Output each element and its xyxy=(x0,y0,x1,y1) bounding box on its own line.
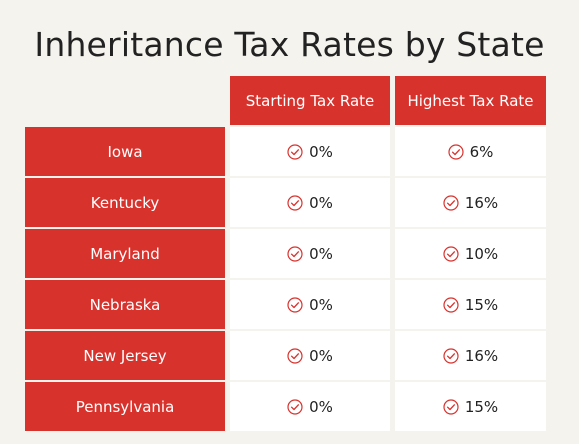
chart-title: Inheritance Tax Rates by State xyxy=(0,27,579,63)
table-row: Nebraska 0% 15% xyxy=(25,280,546,329)
starting-rate-cell: 0% xyxy=(230,229,390,278)
highest-rate-cell-text: 10% xyxy=(465,245,498,263)
starting-rate-cell: 0% xyxy=(230,382,390,431)
starting-rate-cell-text: 0% xyxy=(309,194,333,212)
table-row: Iowa 0% 6% xyxy=(25,127,546,176)
check-circle-icon xyxy=(287,246,303,262)
highest-rate-cell: 16% xyxy=(395,178,546,227)
highest-rate-cell: 15% xyxy=(395,382,546,431)
highest-rate-cell-text: 16% xyxy=(465,347,498,365)
check-circle-icon xyxy=(443,297,459,313)
highest-rate-cell-text: 6% xyxy=(470,143,494,161)
check-circle-icon xyxy=(443,399,459,415)
check-circle-icon xyxy=(443,195,459,211)
starting-rate-cell-text: 0% xyxy=(309,398,333,416)
state-name-cell: Maryland xyxy=(25,229,225,278)
highest-rate-cell-text: 15% xyxy=(465,398,498,416)
state-name-cell: Pennsylvania xyxy=(25,382,225,431)
starting-rate-cell: 0% xyxy=(230,127,390,176)
highest-rate-cell: 6% xyxy=(395,127,546,176)
check-circle-icon xyxy=(287,297,303,313)
highest-rate-cell: 16% xyxy=(395,331,546,380)
starting-rate-cell: 0% xyxy=(230,178,390,227)
state-name-cell: Kentucky xyxy=(25,178,225,227)
check-circle-icon xyxy=(448,144,464,160)
check-circle-icon xyxy=(287,399,303,415)
starting-rate-cell-text: 0% xyxy=(309,143,333,161)
starting-rate-cell: 0% xyxy=(230,331,390,380)
table-row: Maryland 0% 10% xyxy=(25,229,546,278)
starting-rate-cell-text: 0% xyxy=(309,245,333,263)
state-name-cell: Iowa xyxy=(25,127,225,176)
highest-rate-cell: 15% xyxy=(395,280,546,329)
starting-rate-cell-text: 0% xyxy=(309,347,333,365)
column-header-starting-tax-rate: Starting Tax Rate xyxy=(230,76,390,125)
table-row: Kentucky 0% 16% xyxy=(25,178,546,227)
highest-rate-cell: 10% xyxy=(395,229,546,278)
check-circle-icon xyxy=(443,246,459,262)
starting-rate-cell-text: 0% xyxy=(309,296,333,314)
state-name-cell: Nebraska xyxy=(25,280,225,329)
highest-rate-cell-text: 16% xyxy=(465,194,498,212)
state-name-cell: New Jersey xyxy=(25,331,225,380)
check-circle-icon xyxy=(287,348,303,364)
check-circle-icon xyxy=(287,195,303,211)
starting-rate-cell: 0% xyxy=(230,280,390,329)
column-header-highest-tax-rate: Highest Tax Rate xyxy=(395,76,546,125)
highest-rate-cell-text: 15% xyxy=(465,296,498,314)
check-circle-icon xyxy=(443,348,459,364)
table-row: Pennsylvania 0% 15% xyxy=(25,382,546,431)
check-circle-icon xyxy=(287,144,303,160)
table-row: New Jersey 0% 16% xyxy=(25,331,546,380)
